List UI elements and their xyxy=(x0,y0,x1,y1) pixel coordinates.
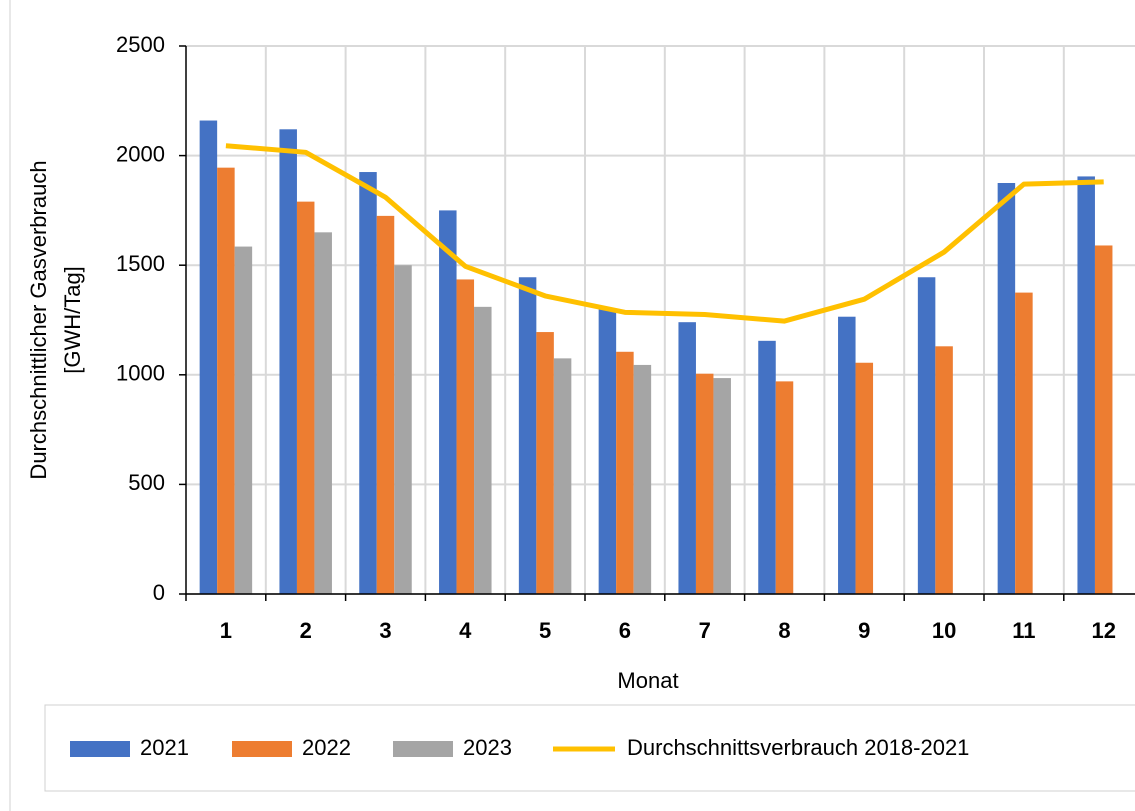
bar xyxy=(855,362,874,594)
bar xyxy=(1094,245,1113,595)
bar xyxy=(997,183,1016,594)
y-tick-label: 2500 xyxy=(116,32,165,57)
x-tick-label: 8 xyxy=(778,618,790,643)
bar xyxy=(394,265,412,594)
legend-swatch xyxy=(393,741,453,757)
bar xyxy=(474,306,492,594)
y-tick-label: 0 xyxy=(153,580,165,605)
legend-box xyxy=(44,704,1135,792)
bar xyxy=(553,358,572,594)
x-tick-label: 11 xyxy=(1012,618,1035,643)
bar xyxy=(1015,292,1033,594)
bar xyxy=(296,201,315,594)
x-tick-label: 9 xyxy=(858,618,870,643)
legend-label: 2021 xyxy=(140,735,189,760)
legend-label: Durchschnittsverbrauch 2018-2021 xyxy=(627,735,969,760)
bar xyxy=(376,215,395,594)
bar xyxy=(678,322,696,594)
y-tick-label: 2000 xyxy=(116,141,165,166)
legend-label: 2023 xyxy=(463,735,512,760)
bar xyxy=(234,246,253,594)
y-axis-label: [GWH/Tag] xyxy=(60,266,85,374)
bar xyxy=(536,332,554,594)
y-tick-label: 500 xyxy=(128,470,165,495)
x-tick-label: 2 xyxy=(300,618,312,643)
legend-swatch xyxy=(70,741,130,757)
x-tick-label: 4 xyxy=(459,618,472,643)
x-tick-label: 3 xyxy=(379,618,391,643)
bar xyxy=(439,210,457,594)
x-tick-label: 5 xyxy=(539,618,551,643)
bar xyxy=(217,167,235,594)
bar xyxy=(279,129,297,594)
y-tick-label: 1000 xyxy=(116,361,165,386)
x-tick-label: 1 xyxy=(220,618,232,643)
x-tick-label: 7 xyxy=(699,618,711,643)
bar xyxy=(695,373,714,594)
bar xyxy=(518,277,537,594)
bar xyxy=(633,364,652,594)
bar xyxy=(758,340,776,594)
x-tick-label: 6 xyxy=(619,618,631,643)
bar xyxy=(598,309,617,594)
bar xyxy=(456,279,475,594)
bar xyxy=(616,351,634,594)
bar xyxy=(359,172,377,595)
bar xyxy=(838,316,856,594)
y-tick-label: 1500 xyxy=(116,251,165,276)
legend-swatch xyxy=(232,741,292,757)
bar xyxy=(917,277,936,594)
bar xyxy=(314,232,332,594)
bar xyxy=(713,378,731,594)
x-tick-label: 12 xyxy=(1091,618,1115,643)
legend-label: 2022 xyxy=(302,735,351,760)
x-tick-label: 10 xyxy=(932,618,956,643)
bar xyxy=(199,120,218,594)
bar xyxy=(935,346,953,594)
bar xyxy=(775,381,794,594)
y-axis-label: Durchschnittlicher Gasverbrauch xyxy=(26,160,51,479)
x-axis-label: Monat xyxy=(617,668,678,693)
line xyxy=(225,143,1104,324)
bar xyxy=(1077,176,1095,594)
